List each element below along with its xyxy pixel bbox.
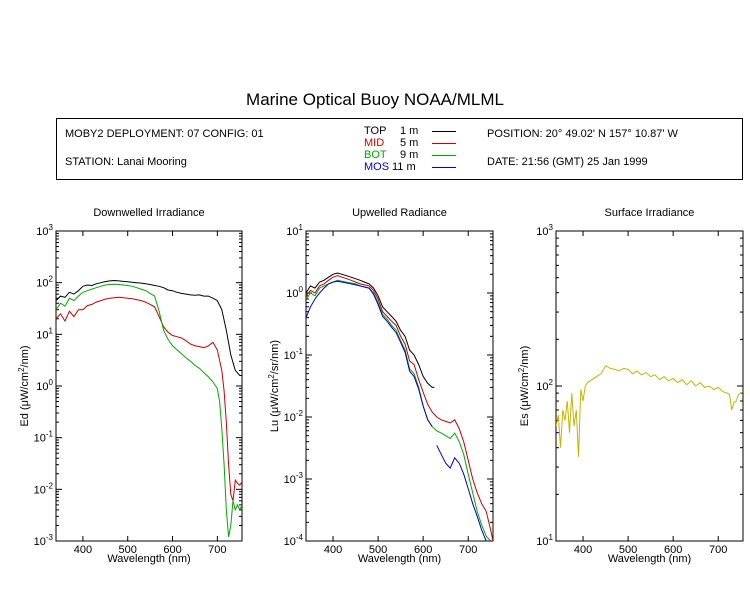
x-axis-label: Wavelength (nm) <box>358 553 441 565</box>
plot-frame <box>55 230 243 542</box>
legend-depth: 5 m <box>400 137 419 149</box>
legend-row-mid: MID 5 m <box>364 137 456 149</box>
station-text: STATION: Lanai Mooring <box>65 156 187 168</box>
series-line-mid <box>56 296 242 501</box>
x-tick-label: 700 <box>208 544 226 556</box>
x-tick-label: 400 <box>74 544 92 556</box>
series-line-bot <box>56 283 242 537</box>
y-tick-label: 10-2 <box>284 409 304 424</box>
legend-line-swatch <box>432 154 456 156</box>
x-tick-label: 600 <box>163 544 181 556</box>
y-tick-label: 10-1 <box>34 430 54 445</box>
legend-name: TOP <box>364 125 387 137</box>
y-tick-label: 102 <box>536 378 553 393</box>
y-tick-label: 10-3 <box>284 471 304 486</box>
x-tick-label: 500 <box>619 544 637 556</box>
legend-row-bot: BOT 9 m <box>364 149 456 161</box>
y-tick-label: 103 <box>536 223 553 238</box>
chart-panel-2: Surface Irradiance 400 500 600 700 Wavelength… <box>517 207 744 565</box>
x-tick-label: 500 <box>119 544 137 556</box>
legend-name: BOT <box>364 149 387 161</box>
chart-panel-0: Downwelled Irradiance 400 500 600 700 Wavelen… <box>17 207 243 565</box>
x-tick-label: 600 <box>414 544 432 556</box>
y-axis-label: Lu (μW/cm2/sr/nm) <box>267 340 281 432</box>
series-line-mid <box>306 275 493 541</box>
y-axis-label: Ed (μW/cm2/nm) <box>17 345 31 426</box>
deployment-text: MOBY2 DEPLOYMENT: 07 CONFIG: 01 <box>65 128 264 140</box>
y-tick-label: 102 <box>36 275 53 290</box>
legend-depth: 11 m <box>392 161 416 173</box>
chart-panel-1: Upwelled Radiance 400 500 600 700 Wavelength … <box>267 207 494 565</box>
chart-title: Upwelled Radiance <box>352 207 447 219</box>
y-tick-label: 10-1 <box>284 347 304 362</box>
legend-depth: 1 m <box>400 125 419 137</box>
y-tick-label: 100 <box>36 378 53 393</box>
legend-row-top: TOP 1 m <box>364 125 456 137</box>
legend-line-swatch <box>432 166 456 168</box>
legend-depth: 9 m <box>400 149 419 161</box>
legend-line-swatch <box>432 142 456 144</box>
y-tick-label: 101 <box>536 533 553 548</box>
series-line-top <box>306 272 435 388</box>
y-tick-label: 10-4 <box>284 533 304 548</box>
plot-frame <box>305 230 494 542</box>
position-text: POSITION: 20° 49.02' N 157° 10.87' W <box>487 128 678 140</box>
x-tick-label: 600 <box>664 544 682 556</box>
chart-title: Surface Irradiance <box>605 207 695 219</box>
legend-name: MID <box>364 137 385 149</box>
legend-line-swatch <box>432 130 456 132</box>
legend-row-mos: MOS 11 m <box>364 161 456 173</box>
x-tick-label: 700 <box>709 544 727 556</box>
x-tick-label: 400 <box>574 544 592 556</box>
date-text: DATE: 21:56 (GMT) 25 Jan 1999 <box>487 156 648 168</box>
y-axis-label: Es (μW/cm2/nm) <box>517 346 531 426</box>
page-title: Marine Optical Buoy NOAA/MLML <box>246 90 504 109</box>
y-tick-label: 10-2 <box>34 481 54 496</box>
y-tick-label: 10-3 <box>34 533 54 548</box>
y-tick-label: 101 <box>36 326 53 341</box>
legend-name: MOS <box>364 161 390 173</box>
chart-title: Downwelled Irradiance <box>93 207 204 219</box>
y-tick-label: 100 <box>286 285 303 300</box>
series-line-es <box>556 365 743 457</box>
series-line-mos <box>306 280 433 427</box>
series-line-bot <box>306 279 492 541</box>
y-tick-label: 101 <box>286 223 303 238</box>
y-tick-label: 103 <box>36 223 53 238</box>
x-axis-label: Wavelength (nm) <box>608 553 691 565</box>
x-axis-label: Wavelength (nm) <box>107 553 190 565</box>
info-box: MOBY2 DEPLOYMENT: 07 CONFIG: 01 STATION:… <box>56 118 743 180</box>
x-tick-label: 500 <box>369 544 387 556</box>
series-line-mos <box>436 445 491 541</box>
x-tick-label: 700 <box>459 544 477 556</box>
series-line-top <box>56 279 242 376</box>
x-tick-label: 400 <box>324 544 342 556</box>
plot-frame <box>555 230 744 542</box>
